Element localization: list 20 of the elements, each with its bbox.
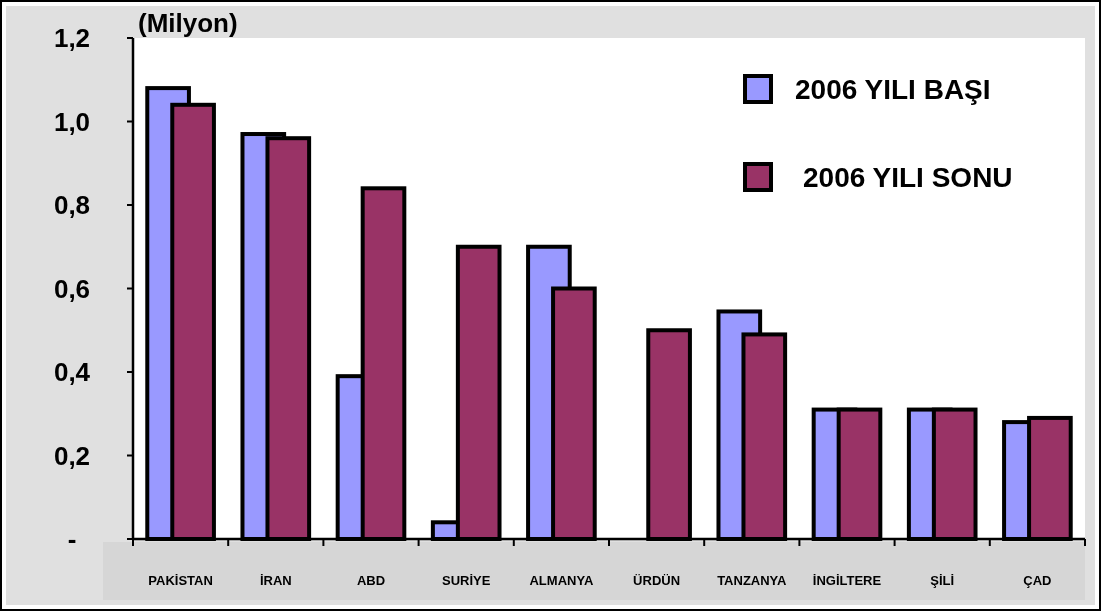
x-tick-label: SURİYE xyxy=(442,573,491,588)
x-tick-label: ABD xyxy=(356,573,386,588)
x-tick-label: ÜRDÜN xyxy=(633,573,681,588)
y-tick-label: 1,0 xyxy=(53,106,91,137)
y-tick-label: - xyxy=(67,524,77,555)
y-tick-label: 0,2 xyxy=(53,440,91,471)
legend-label: 2006 YILI BAŞI xyxy=(795,73,991,105)
y-tick-label: 0,8 xyxy=(53,190,91,221)
y-tick-label: 1,2 xyxy=(53,23,91,54)
y-tick-label: 0,6 xyxy=(53,273,91,304)
x-tick-label: TANZANYA xyxy=(717,573,788,588)
x-tick-label: ÇAD xyxy=(1023,573,1052,588)
x-tick-label: PAKİSTAN xyxy=(148,573,213,588)
y-axis-title: (Milyon) xyxy=(138,8,238,38)
x-tick-label: ALMANYA xyxy=(529,573,594,588)
legend-label: 2006 YILI SONU xyxy=(803,161,1013,193)
x-tick-label: İNGİLTERE xyxy=(812,573,882,588)
x-tick-label: İRAN xyxy=(259,573,292,588)
x-tick-label: ŞİLİ xyxy=(930,573,955,588)
y-tick-label: 0,4 xyxy=(53,357,91,388)
